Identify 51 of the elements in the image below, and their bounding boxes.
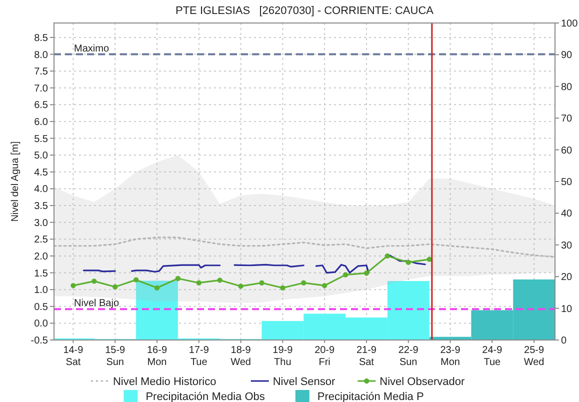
y-tick-label: 2.5	[34, 234, 48, 246]
y-axis-title: Nivel del Agua [m]	[10, 140, 21, 222]
x-tick-label: 20-9 Fri	[314, 345, 336, 368]
legend-label: Precipitación Media P	[317, 391, 424, 402]
x-tick-label: 19-9 Thu	[272, 345, 294, 368]
y-tick-label: 7.5	[34, 66, 48, 78]
x-tick-label: 22-9 Sun	[398, 345, 419, 368]
ref-line-label: Maximo	[74, 43, 110, 54]
x-tick-label: 21-9 Sat	[356, 345, 377, 368]
legend-label: Precipitación Media Obs	[146, 391, 266, 402]
y2-tick-label: 80	[561, 82, 573, 93]
y-tick-label: 5.0	[34, 150, 48, 162]
y2-tick-label: 40	[561, 208, 573, 220]
y2-tick-label: 20	[561, 272, 573, 284]
y-tick-label: 1.0	[34, 285, 48, 296]
y-tick-label: 0.5	[34, 302, 48, 313]
x-tick-label: 14-9 Sat	[63, 345, 84, 368]
y-tick-label: 0.0	[34, 318, 48, 330]
y-tick-label: 3.5	[34, 201, 48, 212]
x-tick-label: 17-9 Tue	[188, 345, 210, 368]
y2-tick-label: 30	[561, 240, 573, 252]
chart-title: PTE IGLESIAS [26207030] - CORRIENTE: CAUCA	[176, 5, 434, 17]
y-tick-label: 5.5	[34, 134, 48, 145]
y-tick-label: 6.5	[34, 100, 48, 112]
y2-tick-label: 10	[561, 304, 573, 315]
x-tick-label: 18-9 Wed	[230, 345, 252, 368]
legend-label: Nivel Observador	[380, 376, 465, 388]
y-tick-label: 4.0	[34, 184, 48, 196]
x-tick-label: 24-9 Tue	[482, 345, 503, 368]
y2-tick-label: 50	[561, 177, 573, 188]
x-tick-label: 23-9 Mon	[440, 345, 461, 368]
y2-tick-label: 70	[561, 114, 573, 125]
y-tick-label: 2.0	[34, 251, 48, 262]
y-tick-label: 8.5	[34, 32, 48, 44]
y2-tick-label: 90	[561, 50, 573, 62]
legend-label: Nivel Sensor	[272, 376, 336, 388]
y2-tick-label: 60	[561, 145, 573, 156]
y-tick-label: 8.0	[34, 50, 48, 61]
x-tick-label: 25-9 Wed	[524, 345, 544, 368]
y2-tick-label: 100	[561, 18, 578, 30]
ref-line-label: Nivel Bajo	[74, 298, 120, 310]
y-tick-label: -0.5	[30, 336, 48, 346]
y-tick-label: 3.0	[34, 218, 48, 229]
x-tick-label: 16-9 Mon	[146, 345, 168, 368]
y-tick-label: 7.0	[34, 83, 48, 94]
x-tick-label: 15-9 Sun	[105, 345, 126, 368]
y2-tick-label: 0	[561, 336, 567, 346]
legend-label: Nivel Medio Historico	[112, 376, 216, 388]
y-tick-label: 1.5	[34, 268, 48, 280]
y-tick-label: 4.5	[34, 167, 48, 178]
y-tick-label: 6.0	[34, 116, 48, 128]
